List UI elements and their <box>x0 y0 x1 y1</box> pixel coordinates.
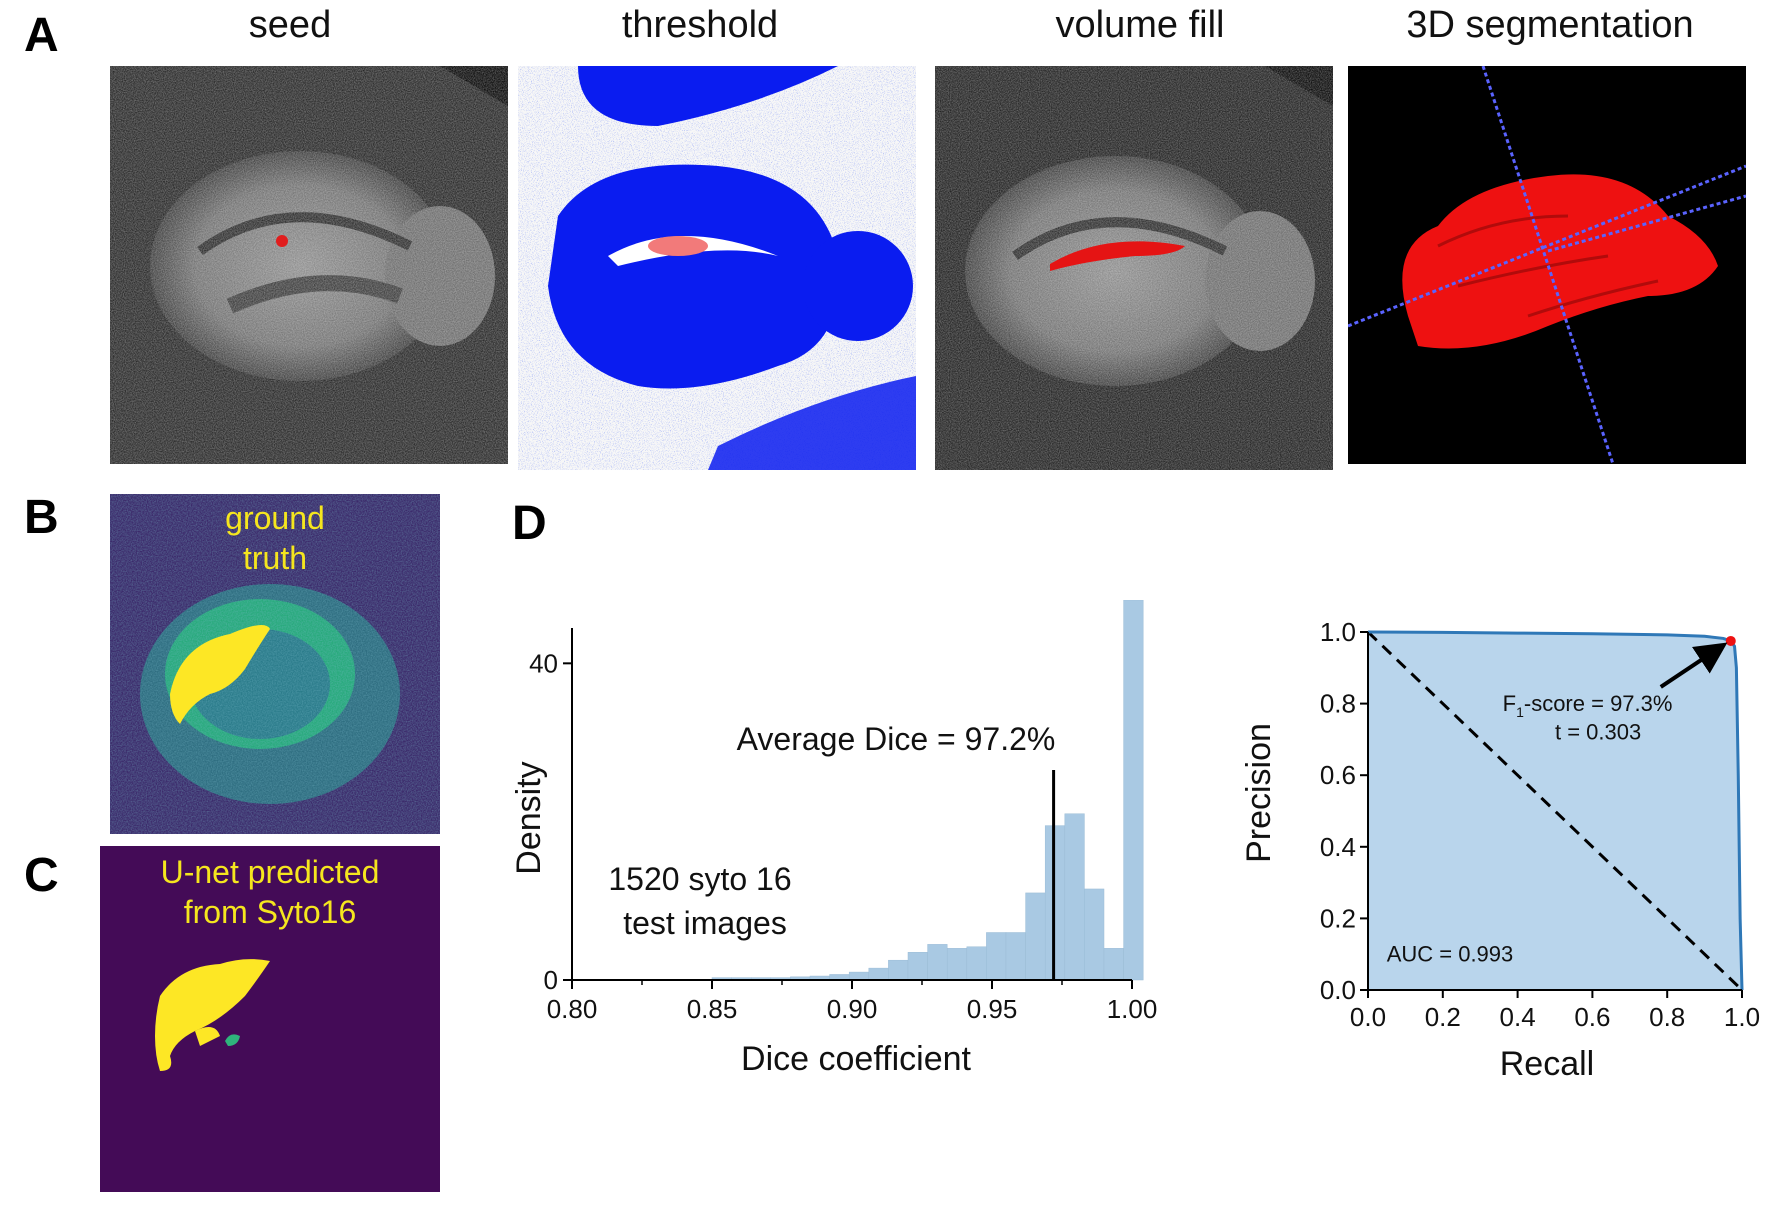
histogram-bar <box>966 946 987 981</box>
histogram-x-tick-label: 0.85 <box>687 994 738 1024</box>
panel-a-title-seed: seed <box>248 4 332 46</box>
histogram-y-axis-label: Density <box>510 761 548 874</box>
histogram-bar <box>946 948 968 981</box>
optimal-point-arrow <box>1659 642 1728 689</box>
histogram-y-tick-label: 40 <box>529 648 558 678</box>
pr-x-tick-label: 0.8 <box>1649 1002 1685 1032</box>
unet-prediction-image <box>100 846 440 1192</box>
pr-y-tick-label: 0.4 <box>1320 832 1356 862</box>
ground-truth-label-line2: truth <box>242 540 308 576</box>
pr-y-tick-label: 1.0 <box>1320 617 1356 647</box>
average-dice-annotation: Average Dice = 97.2% <box>737 721 1056 757</box>
histogram-x-tick-label: 1.00 <box>1107 994 1158 1024</box>
panel-a-title-3d-segmentation: 3D segmentation <box>1406 4 1694 46</box>
histogram-bar <box>1123 600 1144 981</box>
optimal-threshold-point <box>1725 635 1736 646</box>
histogram-x-tick-label: 0.80 <box>547 994 598 1024</box>
ground-truth-label-line1: ground <box>225 500 325 536</box>
histogram-bar <box>907 952 928 981</box>
test-count-annotation-line2: test images <box>623 905 787 941</box>
unet-label-line2: from Syto16 <box>183 894 357 930</box>
ground-truth-image <box>110 494 440 834</box>
panel-a-title-threshold: threshold <box>621 4 779 46</box>
dice-histogram: 0.80 0.85 0.90 0.95 1.00 0 40 Average Dice = 9… <box>510 600 1158 1078</box>
unet-label-line1: U-net predicted <box>160 854 380 890</box>
histogram-bar <box>888 959 909 981</box>
panel-a-title-volume-fill: volume fill <box>1055 4 1225 46</box>
histogram-x-tick-label: 0.95 <box>967 994 1018 1024</box>
panel-d-letter: D <box>512 497 547 550</box>
precision-recall-chart: 0.0 0.2 0.4 0.6 0.8 1.0 0.0 0.2 0.4 0.6 0.8 1.0 F1-… <box>1240 617 1760 1083</box>
volume-fill-image <box>935 66 1333 470</box>
seed-image <box>110 66 508 464</box>
auc-annotation: AUC = 0.993 <box>1387 941 1514 966</box>
pr-x-tick-label: 0.2 <box>1425 1002 1461 1032</box>
pr-y-tick-label: 0.0 <box>1320 975 1356 1005</box>
pr-x-tick-label: 1.0 <box>1724 1002 1760 1032</box>
pr-y-tick-label: 0.2 <box>1320 903 1356 933</box>
histogram-x-tick-label: 0.90 <box>827 994 878 1024</box>
3d-segmentation-image <box>1348 66 1746 464</box>
histogram-bar <box>1084 888 1105 981</box>
histogram-bar <box>1005 932 1026 981</box>
test-count-annotation-line1: 1520 syto 16 <box>608 861 791 897</box>
panel-a-letter: A <box>24 9 59 62</box>
histogram-bar <box>1103 948 1124 981</box>
pr-y-axis-label: Precision <box>1240 723 1278 863</box>
pr-y-tick-label: 0.6 <box>1320 760 1356 790</box>
histogram-bar <box>1064 813 1085 981</box>
threshold-image <box>518 66 916 470</box>
pr-x-tick-label: 0.6 <box>1574 1002 1610 1032</box>
histogram-bar <box>986 932 1007 981</box>
histogram-x-axis-label: Dice coefficient <box>741 1040 971 1078</box>
histogram-bar <box>848 971 870 981</box>
threshold-annotation: t = 0.303 <box>1555 719 1641 744</box>
pr-x-axis-label: Recall <box>1500 1045 1594 1083</box>
histogram-y-tick-label: 0 <box>544 965 558 995</box>
f1-score-annotation: F1-score = 97.3% <box>1503 691 1673 720</box>
histogram-bar <box>868 967 889 981</box>
pr-x-tick-label: 0.0 <box>1350 1002 1386 1032</box>
histogram-bar <box>927 944 948 981</box>
histogram-bar <box>1025 892 1046 981</box>
pr-y-tick-label: 0.8 <box>1320 689 1356 719</box>
pr-x-tick-label: 0.4 <box>1500 1002 1536 1032</box>
precision-recall-curve <box>1367 630 1744 991</box>
panel-c-letter: C <box>24 849 59 902</box>
baseline-diagonal <box>1366 630 1744 992</box>
panel-b-letter: B <box>24 491 59 544</box>
